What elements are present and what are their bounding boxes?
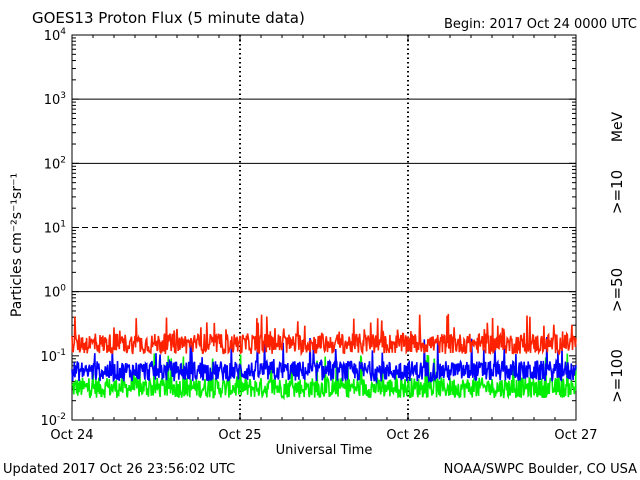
series-line xyxy=(71,353,577,401)
chart-title: GOES13 Proton Flux (5 minute data) xyxy=(32,9,305,27)
series-line xyxy=(71,313,577,357)
begin-time: Begin: 2017 Oct 24 0000 UTC xyxy=(444,17,637,32)
legend-label: >=10 xyxy=(608,170,626,214)
x-tick-label: Oct 25 xyxy=(218,428,261,443)
y-tick-labels: 10-2 10-1 100 101 102 103 104 xyxy=(40,27,66,429)
y-tick-label: 10-1 xyxy=(40,348,66,365)
x-tick-label: Oct 24 xyxy=(50,428,93,443)
x-tick-label: Oct 27 xyxy=(554,428,597,443)
y-tick-label: 102 xyxy=(44,155,66,172)
y-tick-label: 100 xyxy=(44,284,67,301)
series-layer xyxy=(71,313,577,401)
credit-text: NOAA/SWPC Boulder, CO USA xyxy=(444,462,637,477)
threshold-lines xyxy=(72,98,576,293)
y-tick-label: 101 xyxy=(44,220,66,237)
legend: >=10 >=50 >=100 MeV xyxy=(608,111,626,402)
updated-text: Updated 2017 Oct 26 23:56:02 UTC xyxy=(3,462,235,477)
unit-label: MeV xyxy=(610,111,626,142)
legend-label: >=100 xyxy=(608,349,626,403)
series-line xyxy=(71,336,577,385)
y-axis-label: Particles cm⁻²s⁻¹sr⁻¹ xyxy=(9,173,25,317)
x-tick-label: Oct 26 xyxy=(386,428,429,443)
y-tick-label: 104 xyxy=(44,27,67,44)
x-tick-labels: Oct 24 Oct 25 Oct 26 Oct 27 xyxy=(50,428,597,443)
legend-label: >=50 xyxy=(608,268,626,312)
y-tick-label: 10-2 xyxy=(40,412,66,429)
x-axis-label: Universal Time xyxy=(276,443,373,458)
y-tick-label: 103 xyxy=(44,91,66,108)
